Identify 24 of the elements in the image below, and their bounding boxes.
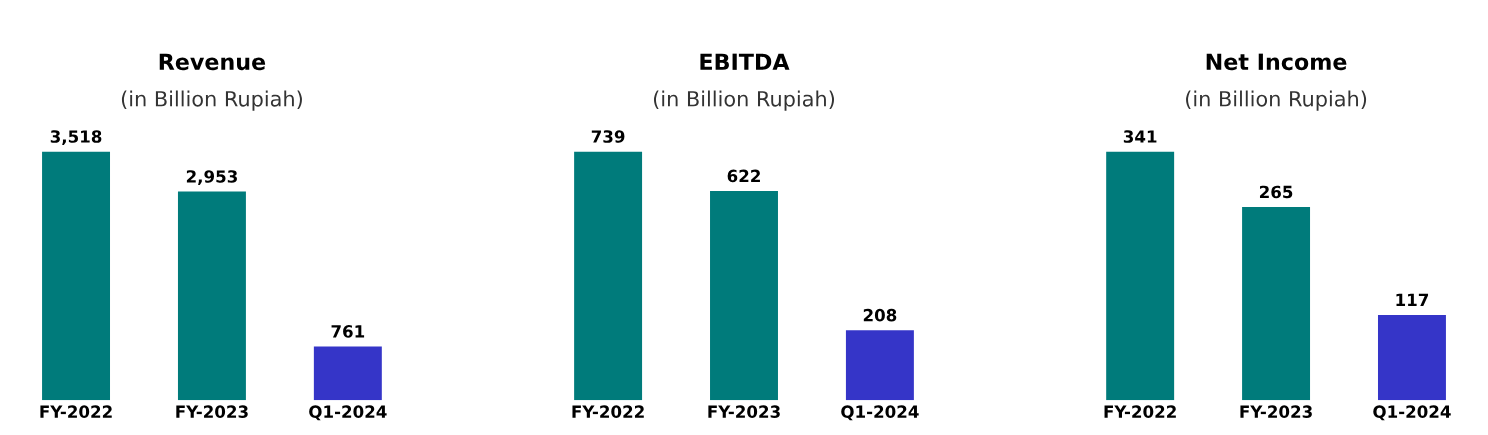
x-tick-label: FY-2023 — [176, 405, 248, 418]
data-label: 117 — [1396, 293, 1429, 306]
chart-subtitle: (in Billion Rupiah) — [121, 90, 302, 111]
data-label: 739 — [591, 130, 625, 143]
x-tick-label: FY-2022 — [572, 405, 644, 418]
chart-title: EBITDA — [700, 53, 790, 70]
data-label: 761 — [331, 325, 365, 338]
x-tick-label: FY-2023 — [1240, 405, 1312, 418]
data-label: 341 — [1123, 130, 1157, 143]
data-label: 3,518 — [50, 130, 102, 145]
data-label: 208 — [863, 308, 897, 322]
chart-subtitle: (in Billion Rupiah) — [1186, 90, 1367, 111]
data-label: 2,953 — [186, 170, 237, 185]
x-tick-label: Q1-2024 — [841, 405, 919, 421]
data-label: 622 — [727, 169, 760, 183]
x-tick-label: FY-2022 — [1104, 405, 1176, 418]
chart-subtitle: (in Billion Rupiah) — [653, 90, 835, 111]
chart-title: Revenue — [159, 53, 266, 71]
x-tick-label: FY-2022 — [40, 405, 112, 418]
x-tick-label: Q1-2024 — [1373, 405, 1451, 421]
data-label: 265 — [1259, 185, 1293, 199]
x-tick-label: FY-2023 — [708, 405, 780, 418]
x-tick-label: Q1-2024 — [309, 405, 387, 421]
chart-title: Net Income — [1206, 53, 1347, 71]
